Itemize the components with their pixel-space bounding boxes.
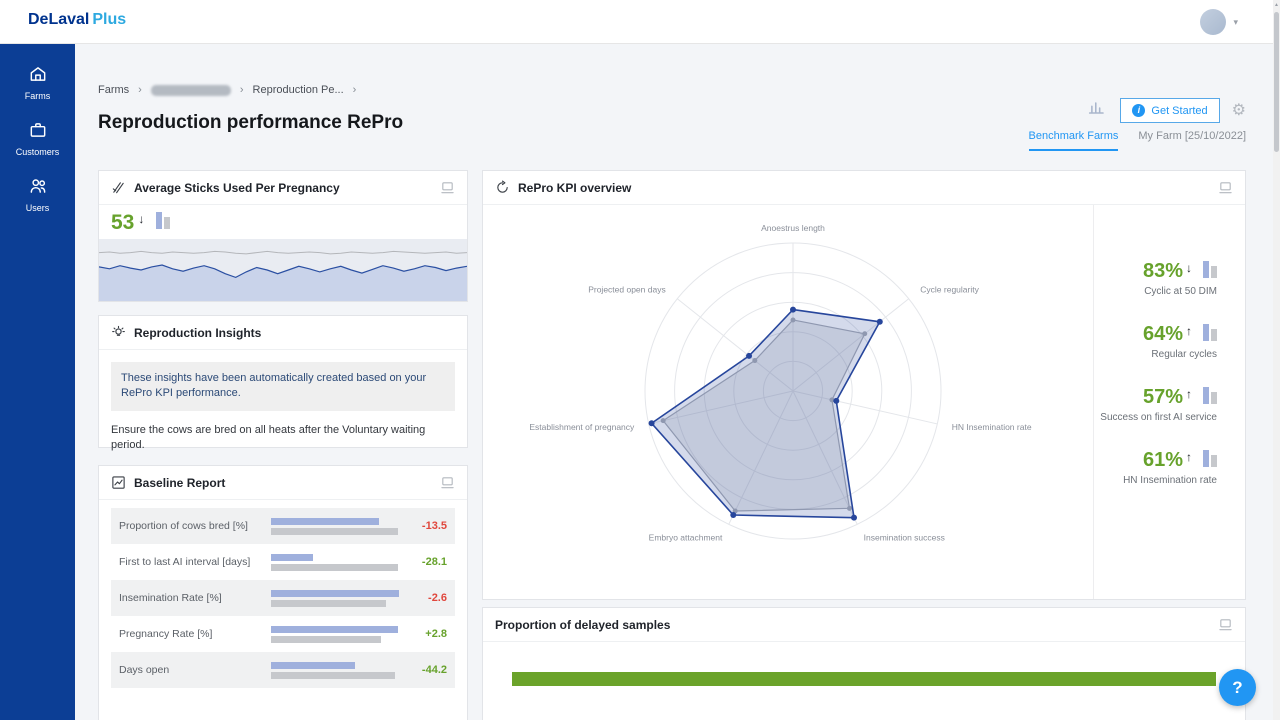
chevron-right-icon: › [138,84,142,96]
delayed-samples-track [512,672,1216,686]
breadcrumb-item-page[interactable]: Reproduction Pe... [252,84,344,96]
topbar: DeLaval Plus ▾ [0,0,1280,44]
info-icon: i [1132,104,1146,117]
reproduction-insights-card: Reproduction Insights These insights hav… [98,315,468,451]
insight-bulb-icon [111,325,126,340]
tab-benchmark-farms[interactable]: Benchmark Farms [1028,130,1119,151]
kpi-item: 57% ↑ Success on first AI service [1100,386,1217,423]
mini-bars-icon [1203,387,1217,404]
svg-text:Projected open days: Projected open days [588,284,666,294]
line-chart-icon [111,475,126,490]
baseline-report-card: Baseline Report Proportion of cows bred … [98,465,468,720]
table-row: Proportion of cows bred [%] -13.5 [111,508,455,544]
cycle-icon [495,180,510,195]
card-header: Reproduction Insights [99,316,467,350]
mini-bars-icon [1203,450,1217,467]
report-icon[interactable] [1218,180,1233,195]
breadcrumb-item-redacted[interactable] [150,84,231,96]
main-content: Farms › › Reproduction Pe... › Reproduct… [75,44,1280,720]
gear-icon[interactable]: ⚙ [1231,101,1246,119]
insight-body: Ensure the cows are bred on all heats af… [111,423,426,452]
baseline-rows: Proportion of cows bred [%] -13.5 First to… [99,500,467,688]
sidebar-item-label: Farms [24,91,51,101]
sticks-value-row: 53 ↓ [111,211,171,234]
svg-text:Anoestrus length: Anoestrus length [761,223,825,233]
sticks-trend-icon: ↓ [138,212,145,226]
scrollbar-thumb[interactable] [1274,12,1279,152]
svg-text:Insemination success: Insemination success [864,533,945,543]
benchmark-icon[interactable] [1088,100,1108,121]
delayed-samples-card: Proportion of delayed samples [482,607,1246,720]
mini-bars-icon [1203,261,1217,278]
help-button[interactable]: ? [1219,669,1256,706]
scrollbar[interactable]: ▲ [1273,0,1280,720]
radar-chart: Anoestrus length Cycle regularity HN Insem… [529,223,1032,543]
svg-text:HN Insemination rate: HN Insemination rate [952,422,1032,432]
brand-logo[interactable]: DeLaval Plus [28,11,126,29]
delayed-samples-bar [512,672,1216,686]
chevron-right-icon: › [352,84,357,96]
card-title: Baseline Report [134,475,226,490]
sidebar-item-label: Users [25,203,50,213]
kpi-item: 83% ↓ Cyclic at 50 DIM [1142,260,1217,297]
farm-icon [28,64,48,86]
svg-text:Establishment of pregnancy: Establishment of pregnancy [529,422,635,432]
sticks-icon [111,180,126,195]
avatar[interactable] [1200,9,1227,35]
brand-primary-text: DeLaval [28,11,90,28]
get-started-label: Get Started [1151,104,1208,117]
card-title: Average Sticks Used Per Pregnancy [134,180,340,195]
report-icon[interactable] [1218,617,1233,632]
card-title: Proportion of delayed samples [495,617,671,632]
repro-kpi-overview-card: RePro KPI overview Anoestrus length Cycle… [482,170,1246,600]
table-row: Days open -44.2 [111,652,455,688]
sidebar-item-label: Customers [15,147,60,157]
chevron-right-icon: › [239,84,244,96]
get-started-button[interactable]: i Get Started [1120,98,1220,123]
user-menu[interactable]: ▾ [1200,9,1238,35]
sticks-value: 53 [111,211,135,234]
card-header: Average Sticks Used Per Pregnancy [99,171,467,205]
page-title: Reproduction performance RePro [98,112,404,133]
sidebar: Farms Customers Users [0,44,75,720]
sidebar-item-users[interactable]: Users [0,166,75,222]
card-header: RePro KPI overview [483,171,1245,205]
users-icon [28,176,48,198]
breadcrumb-item-farms[interactable]: Farms [98,84,130,96]
header-actions: i Get Started ⚙ [1088,98,1246,123]
mini-bars-icon [156,212,171,229]
breadcrumb: Farms › › Reproduction Pe... › [98,84,356,96]
sticks-sparkline-wrap [98,239,468,301]
average-sticks-card: Average Sticks Used Per Pregnancy 53 ↓ [98,170,468,302]
table-row: Insemination Rate [%] -2.6 [111,580,455,616]
svg-text:Cycle regularity: Cycle regularity [920,284,979,294]
svg-text:Embryo attachment: Embryo attachment [649,533,723,543]
kpi-list: 83% ↓ Cyclic at 50 DIM 64% ↑ Regular cycles 57… [1093,205,1245,599]
report-icon[interactable] [440,180,455,195]
report-icon[interactable] [440,475,455,490]
table-row: Pregnancy Rate [%] +2.8 [111,616,455,652]
view-tabs: Benchmark Farms My Farm [25/10/2022] [1028,130,1246,151]
card-header: Baseline Report [99,466,467,500]
sticks-sparkline [98,250,468,301]
scroll-up-icon[interactable]: ▲ [1274,2,1279,8]
brand-secondary-text: Plus [92,11,127,28]
card-header: Proportion of delayed samples [483,608,1245,642]
sidebar-item-customers[interactable]: Customers [0,110,75,166]
chevron-down-icon[interactable]: ▾ [1233,16,1238,27]
insight-note: These insights have been automatically c… [111,362,455,411]
kpi-item: 64% ↑ Regular cycles [1142,323,1217,360]
kpi-item: 61% ↑ HN Insemination rate [1123,449,1217,486]
mini-bars-icon [1203,324,1217,341]
briefcase-icon [28,120,48,142]
card-title: RePro KPI overview [518,180,632,195]
table-row: First to last AI interval [days] -28.1 [111,544,455,580]
tab-my-farm[interactable]: My Farm [25/10/2022] [1138,130,1246,142]
sidebar-item-farms[interactable]: Farms [0,54,75,110]
card-title: Reproduction Insights [134,325,262,340]
